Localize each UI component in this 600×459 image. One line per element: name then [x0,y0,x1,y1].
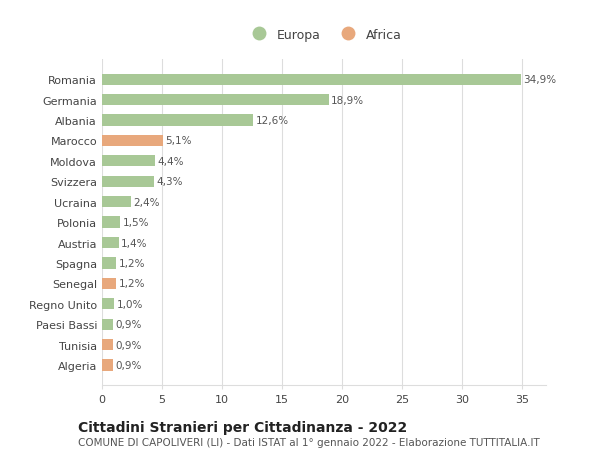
Text: 4,4%: 4,4% [157,157,184,167]
Legend: Europa, Africa: Europa, Africa [242,23,406,46]
Text: 5,1%: 5,1% [166,136,192,146]
Text: 1,5%: 1,5% [122,218,149,228]
Bar [102,359,113,371]
Text: 0,9%: 0,9% [115,360,142,370]
Bar [102,135,163,147]
Text: 34,9%: 34,9% [523,75,556,85]
Bar [102,74,521,86]
Bar [102,115,253,126]
Text: COMUNE DI CAPOLIVERI (LI) - Dati ISTAT al 1° gennaio 2022 - Elaborazione TUTTITA: COMUNE DI CAPOLIVERI (LI) - Dati ISTAT a… [78,437,540,447]
Bar [102,196,131,208]
Text: 0,9%: 0,9% [115,340,142,350]
Bar [102,156,155,167]
Bar [102,237,119,249]
Bar [102,176,154,187]
Bar [102,95,329,106]
Bar [102,278,116,289]
Bar [102,217,120,228]
Text: 1,4%: 1,4% [121,238,148,248]
Text: 1,2%: 1,2% [119,258,145,269]
Text: 1,0%: 1,0% [116,299,143,309]
Text: 1,2%: 1,2% [119,279,145,289]
Text: 2,4%: 2,4% [133,197,160,207]
Bar [102,339,113,350]
Text: 12,6%: 12,6% [256,116,289,126]
Text: Cittadini Stranieri per Cittadinanza - 2022: Cittadini Stranieri per Cittadinanza - 2… [78,420,407,434]
Bar [102,319,113,330]
Text: 18,9%: 18,9% [331,95,364,106]
Bar [102,298,114,310]
Bar [102,258,116,269]
Text: 4,3%: 4,3% [156,177,182,187]
Text: 0,9%: 0,9% [115,319,142,330]
